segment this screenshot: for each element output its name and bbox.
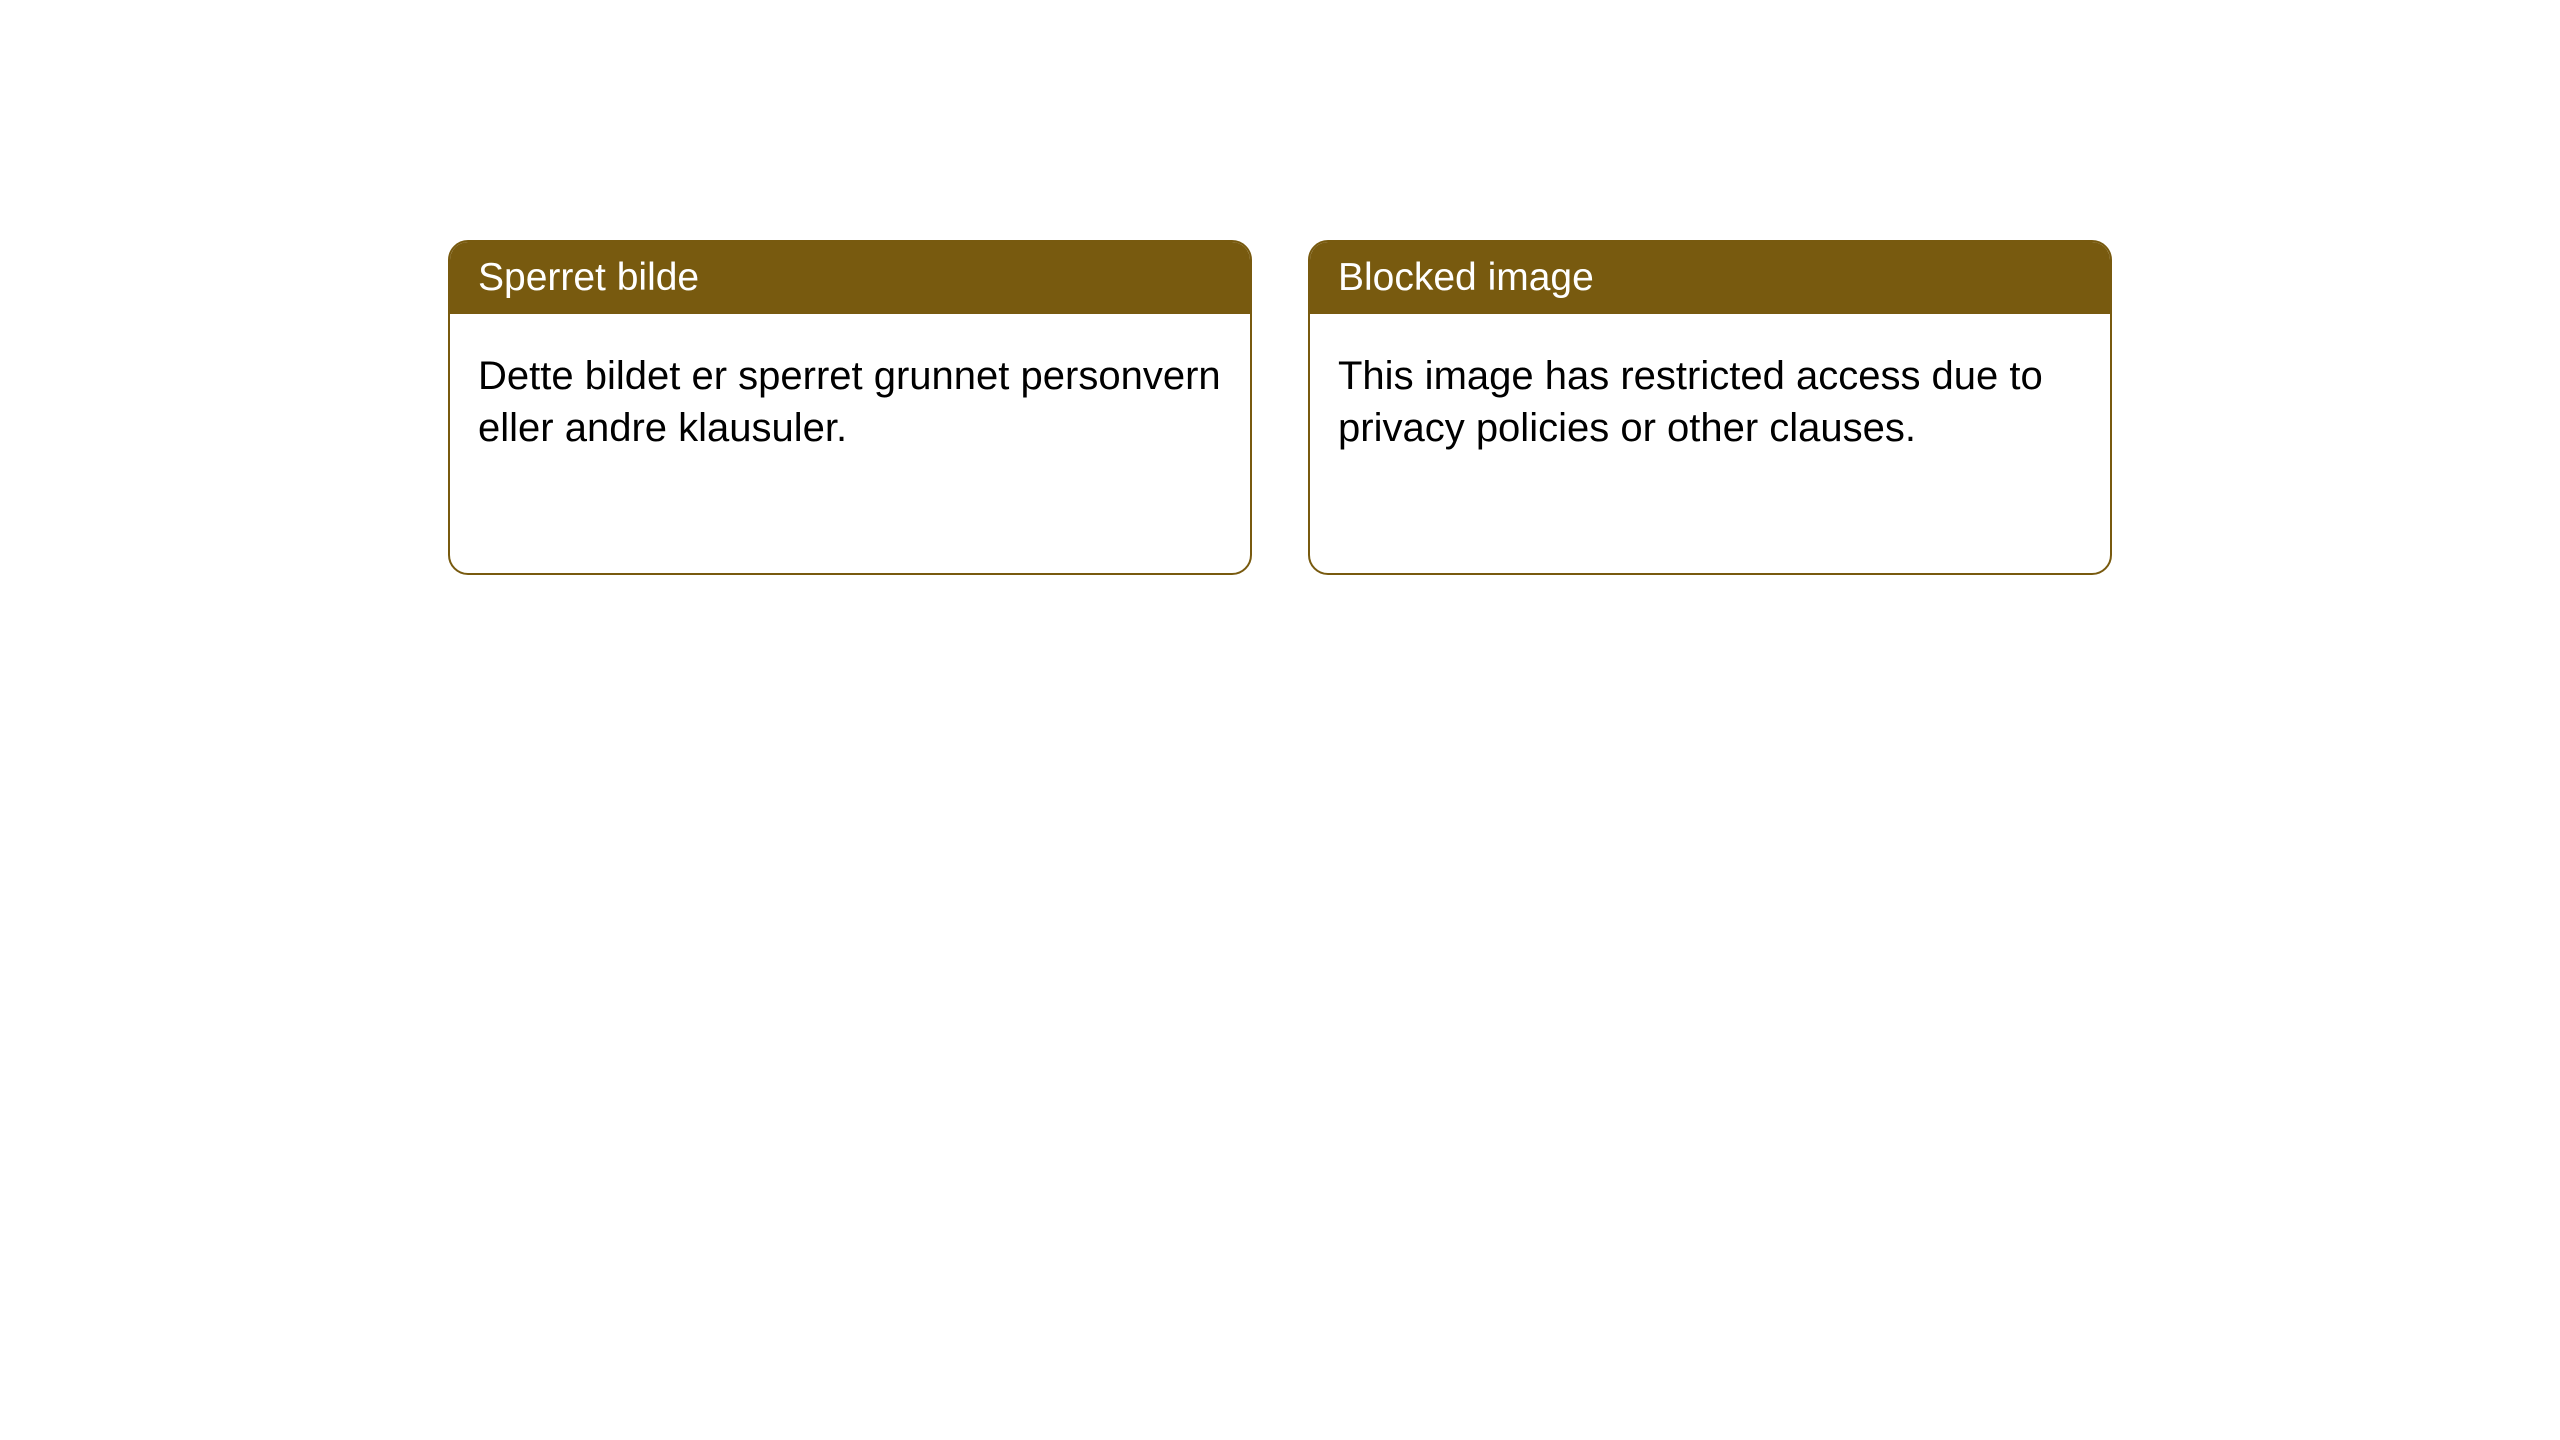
notice-container: Sperret bilde Dette bildet er sperret gr… (0, 0, 2560, 575)
notice-card-norwegian: Sperret bilde Dette bildet er sperret gr… (448, 240, 1252, 575)
card-message: Dette bildet er sperret grunnet personve… (478, 354, 1221, 450)
card-header: Blocked image (1310, 242, 2110, 314)
card-header: Sperret bilde (450, 242, 1250, 314)
card-title: Sperret bilde (478, 256, 699, 299)
card-message: This image has restricted access due to … (1338, 354, 2043, 450)
card-title: Blocked image (1338, 256, 1594, 299)
card-body: Dette bildet er sperret grunnet personve… (450, 314, 1250, 490)
notice-card-english: Blocked image This image has restricted … (1308, 240, 2112, 575)
card-body: This image has restricted access due to … (1310, 314, 2110, 490)
